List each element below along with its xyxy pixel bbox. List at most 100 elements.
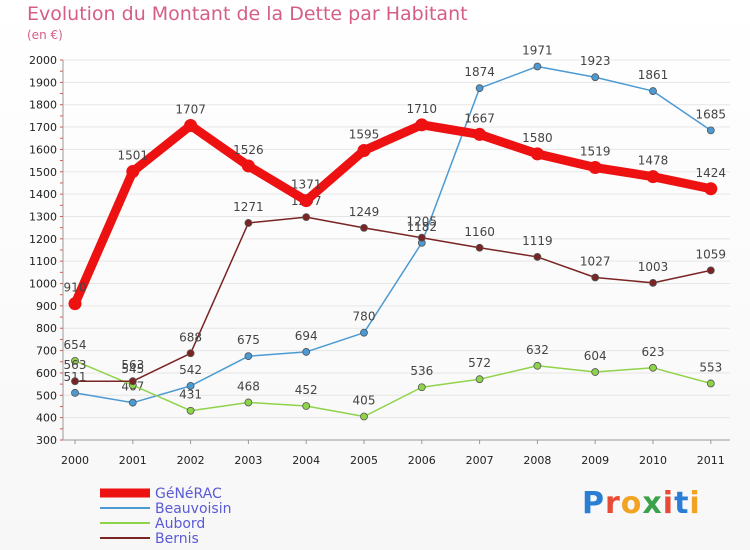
- data-label-bernis: 563: [121, 358, 144, 372]
- data-label-aubord: 468: [237, 379, 260, 393]
- data-point-bernis: [706, 266, 715, 275]
- data-label-aubord: 536: [410, 364, 433, 378]
- data-label-aubord: 545: [121, 362, 144, 376]
- legend-label: GéNéRAC: [155, 486, 222, 502]
- data-label-beauvoisin: 1874: [464, 65, 495, 79]
- data-label-beauvoisin: 780: [353, 310, 376, 324]
- y-tick-label: 1400: [29, 188, 57, 201]
- y-tick-label: 1200: [29, 233, 57, 246]
- data-label-g-n-rac: 1595: [349, 128, 380, 142]
- data-point-bernis: [128, 377, 137, 386]
- data-label-g-n-rac: 1580: [522, 131, 553, 145]
- data-point-aubord: [649, 363, 657, 372]
- data-point-bernis: [417, 233, 426, 242]
- data-point-bernis: [302, 213, 311, 222]
- data-point-g-n-rac: [415, 118, 429, 132]
- data-label-g-n-rac: 1371: [291, 178, 322, 192]
- logo-letter: P: [582, 486, 605, 521]
- data-label-g-n-rac: 1519: [580, 145, 611, 159]
- data-label-g-n-rac: 1478: [638, 154, 669, 168]
- y-tick-label: 700: [36, 345, 57, 358]
- data-point-g-n-rac: [126, 165, 140, 179]
- data-point-g-n-rac: [588, 161, 602, 175]
- y-tick-label: 800: [36, 322, 57, 335]
- data-point-bernis: [71, 377, 79, 386]
- chart-title: Evolution du Montant de la Dette par Hab…: [27, 3, 468, 25]
- data-label-beauvoisin: 1971: [522, 43, 553, 57]
- data-point-aubord: [417, 383, 426, 392]
- data-point-bernis: [244, 219, 253, 227]
- data-label-g-n-rac: 1526: [233, 143, 264, 157]
- series-line-g-n-rac: [70, 120, 716, 309]
- data-point-aubord: [475, 375, 484, 384]
- logo-letter: o: [620, 486, 643, 521]
- proxiti-logo: Proxiti: [582, 486, 701, 521]
- data-label-beauvoisin: 542: [179, 363, 202, 377]
- y-tick-label: 1900: [29, 76, 57, 89]
- data-point-g-n-rac: [241, 159, 255, 173]
- x-tick-label: 2002: [177, 454, 205, 467]
- series-line-aubord: [74, 360, 712, 418]
- y-tick-label: 2000: [29, 54, 57, 67]
- data-label-bernis: 1271: [233, 200, 264, 214]
- data-point-beauvoisin: [244, 352, 253, 361]
- data-point-g-n-rac: [299, 194, 313, 208]
- data-label-beauvoisin: 511: [64, 370, 87, 384]
- x-tick-label: 2001: [119, 454, 147, 467]
- y-tick-label: 300: [36, 434, 57, 447]
- data-point-g-n-rac: [184, 118, 198, 132]
- data-point-g-n-rac: [68, 297, 82, 311]
- x-tick-label: 2004: [292, 454, 320, 467]
- x-tick-label: 2010: [639, 454, 667, 467]
- y-tick-label: 1000: [29, 278, 57, 291]
- y-tick-label: 1100: [29, 255, 57, 268]
- data-point-aubord: [244, 398, 253, 407]
- y-tick-label: 400: [36, 412, 57, 425]
- data-point-g-n-rac: [473, 127, 487, 141]
- data-label-bernis: 563: [64, 358, 87, 372]
- data-label-bernis: 1003: [638, 260, 669, 274]
- data-point-beauvoisin: [649, 87, 657, 95]
- x-tick-label: 2003: [234, 454, 262, 467]
- data-label-aubord: 632: [526, 343, 549, 357]
- y-tick-label: 600: [36, 367, 57, 380]
- data-label-aubord: 553: [699, 360, 722, 374]
- data-label-beauvoisin: 1923: [580, 54, 611, 68]
- x-tick-label: 2011: [697, 454, 725, 467]
- data-point-beauvoisin: [186, 382, 195, 390]
- legend-label: Aubord: [155, 516, 205, 532]
- data-point-aubord: [360, 412, 368, 421]
- data-point-aubord: [591, 368, 600, 376]
- y-tick-label: 1600: [29, 143, 57, 156]
- data-point-beauvoisin: [591, 73, 600, 82]
- data-label-beauvoisin: 1182: [407, 220, 438, 234]
- x-tick-label: 2006: [408, 454, 436, 467]
- data-label-aubord: 654: [64, 338, 87, 352]
- legend-label: Beauvoisin: [155, 501, 231, 517]
- data-point-aubord: [302, 402, 311, 410]
- legend-label: Bernis: [155, 531, 199, 547]
- logo-letter: t: [674, 486, 690, 521]
- y-tick-label: 500: [36, 389, 57, 402]
- data-point-beauvoisin: [302, 348, 311, 356]
- data-point-g-n-rac: [646, 170, 660, 184]
- data-point-bernis: [649, 278, 657, 287]
- logo-letter: i: [689, 486, 701, 521]
- data-label-aubord: 431: [179, 388, 202, 402]
- data-point-beauvoisin: [533, 62, 542, 71]
- data-label-g-n-rac: 910: [64, 281, 87, 295]
- logo-letter: r: [605, 486, 621, 521]
- data-label-bernis: 688: [179, 330, 202, 344]
- y-tick-label: 1800: [29, 99, 57, 112]
- data-point-bernis: [591, 273, 600, 282]
- data-label-bernis: 1249: [349, 205, 380, 219]
- data-label-beauvoisin: 1685: [696, 107, 727, 121]
- data-label-beauvoisin: 694: [295, 329, 318, 343]
- data-point-beauvoisin: [360, 328, 368, 337]
- data-point-aubord: [533, 361, 542, 370]
- data-label-g-n-rac: 1424: [696, 166, 727, 180]
- data-label-aubord: 405: [353, 394, 376, 408]
- x-tick-label: 2000: [61, 454, 89, 467]
